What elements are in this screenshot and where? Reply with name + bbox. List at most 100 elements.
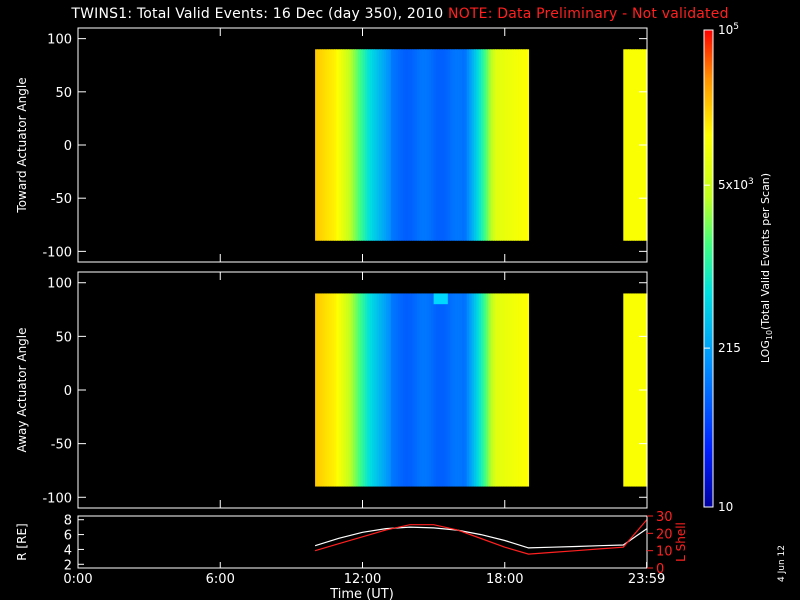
y-tick-label: 0 xyxy=(64,384,72,399)
heatmap-column xyxy=(526,49,530,241)
heatmap-column xyxy=(457,49,461,241)
heatmap-column xyxy=(400,49,404,241)
heatmap-column xyxy=(473,49,477,241)
y-tick-label-right: 20 xyxy=(656,527,673,542)
heatmap-column xyxy=(343,49,347,241)
heatmap-panel: 100 50 0 -50 -100 Toward Actuator Angle xyxy=(15,27,648,263)
heatmap-column xyxy=(319,293,323,487)
heatmap-column xyxy=(353,49,356,241)
heatmap-column xyxy=(483,49,487,241)
heatmap-column xyxy=(329,49,333,241)
heatmap-column xyxy=(447,49,451,241)
heatmap-column xyxy=(443,293,447,487)
heatmap-column xyxy=(502,49,506,241)
y-tick-label: 100 xyxy=(47,277,72,292)
heatmap-column xyxy=(412,49,416,241)
heatmap-column xyxy=(419,293,423,487)
heatmap-column xyxy=(628,293,632,487)
heatmap-column xyxy=(481,293,485,487)
heatmap-column xyxy=(490,293,494,487)
heatmap-column xyxy=(374,293,378,487)
colorbar-tick-label: 5x103 xyxy=(718,177,754,192)
date-stamp: 4 Jun 12 xyxy=(777,545,787,582)
y-tick-label: -100 xyxy=(42,491,72,506)
heatmap-column xyxy=(388,293,392,487)
heatmap-column xyxy=(345,49,349,241)
y-tick-label: 6 xyxy=(64,529,72,544)
heatmap-column xyxy=(407,49,411,241)
y-axis-label-left: R [RE] xyxy=(15,523,29,560)
heatmap-column xyxy=(398,49,402,241)
chart-title: TWINS1: Total Valid Events: 16 Dec (day … xyxy=(0,6,800,22)
heatmap-column xyxy=(635,293,639,487)
heatmap-column xyxy=(353,293,356,487)
series-line xyxy=(314,519,648,555)
heatmap-column xyxy=(402,293,406,487)
heatmap-column xyxy=(438,49,442,241)
heatmap-column xyxy=(457,293,461,487)
heatmap-column xyxy=(476,293,480,487)
colorbar-tick-label: 215 xyxy=(718,341,741,355)
heatmap-column xyxy=(630,293,634,487)
heatmap-column xyxy=(492,293,496,487)
heatmap-column xyxy=(357,293,361,487)
heatmap-column xyxy=(459,49,463,241)
heatmap-column xyxy=(417,293,420,487)
heatmap-column xyxy=(348,49,352,241)
heatmap-column xyxy=(393,49,397,241)
heatmap-column xyxy=(317,49,321,241)
colorbar-tick-label: 10 xyxy=(718,500,733,514)
x-tick-label: 6:00 xyxy=(206,572,235,587)
heatmap-column xyxy=(336,49,340,241)
heatmap-column xyxy=(426,293,430,487)
heatmap-column xyxy=(355,49,359,241)
title-main: TWINS1: Total Valid Events: 16 Dec (day … xyxy=(71,6,444,22)
y-tick-label: 0 xyxy=(64,139,72,154)
heatmap-column xyxy=(469,49,473,241)
y-tick-label: 100 xyxy=(47,33,72,48)
heatmap-column xyxy=(485,49,489,241)
heatmap-column xyxy=(419,49,423,241)
heatmap-column xyxy=(495,49,499,241)
heatmap-column xyxy=(322,293,326,487)
heatmap-column xyxy=(471,49,475,241)
heatmap-column xyxy=(405,293,409,487)
heatmap-column xyxy=(431,49,435,241)
heatmap-column xyxy=(319,49,323,241)
heatmap-column xyxy=(492,49,496,241)
heatmap-column xyxy=(424,293,428,487)
colorbar-label: LOG10(Total Valid Events per Scan) xyxy=(759,173,774,363)
heatmap-column xyxy=(381,293,385,487)
heatmap-column xyxy=(383,49,387,241)
heatmap-column xyxy=(452,293,456,487)
heatmap-column xyxy=(428,49,432,241)
heatmap-column xyxy=(445,49,449,241)
heatmap-column xyxy=(435,293,439,487)
heatmap-column xyxy=(523,49,527,241)
heatmap-column xyxy=(326,49,330,241)
heatmap-column xyxy=(516,49,520,241)
heatmap-column xyxy=(355,293,359,487)
heatmap-column xyxy=(511,49,515,241)
panel-frame xyxy=(77,515,648,569)
heatmap-column xyxy=(362,49,366,241)
heatmap-column xyxy=(518,49,522,241)
heatmap-column xyxy=(409,293,413,487)
heatmap-column xyxy=(462,49,466,241)
heatmap-column xyxy=(424,49,428,241)
heatmap-column xyxy=(360,293,364,487)
heatmap-column xyxy=(473,293,477,487)
heatmap-column xyxy=(509,293,513,487)
heatmap-column xyxy=(341,293,345,487)
heatmap-column xyxy=(507,293,511,487)
heatmap-column xyxy=(421,49,425,241)
heatmap-column xyxy=(400,293,404,487)
heatmap-column xyxy=(500,49,503,241)
heatmap-column xyxy=(516,293,520,487)
heatmap-column xyxy=(518,293,522,487)
heatmap-column xyxy=(395,293,399,487)
heatmap-column xyxy=(490,49,494,241)
heatmap-column xyxy=(500,293,503,487)
heatmap-column xyxy=(625,49,629,241)
